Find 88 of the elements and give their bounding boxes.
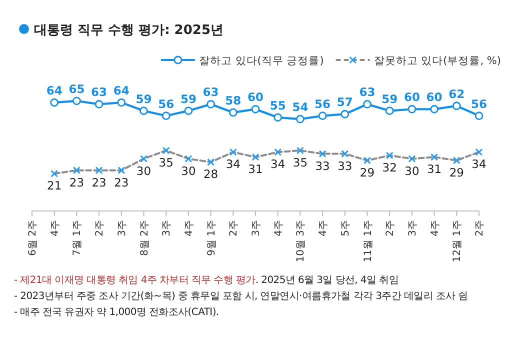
point — [385, 106, 394, 116]
data-label: 31 — [248, 162, 263, 176]
data-label: 23 — [92, 175, 106, 190]
x-tick-label: 6월 2주 — [28, 220, 38, 256]
text: - 매주 전국 유권자 약 1,000명 전화조사(CATI). — [14, 307, 219, 318]
x-tick-label: 2주 — [228, 220, 240, 236]
data-label: 56 — [470, 96, 488, 111]
point — [228, 108, 238, 117]
x-tick-label: 3주 — [162, 220, 173, 236]
chart-title: 대통령 직무 수행 평가: 2025년 — [34, 23, 224, 38]
data-label: 55 — [270, 98, 286, 112]
legend-label: 잘못하고 있다(부정률, %) — [374, 55, 501, 67]
point — [296, 114, 304, 124]
x-tick-label: 7월 1주 — [72, 220, 84, 256]
data-label: 28 — [203, 167, 218, 182]
data-label: 60 — [426, 90, 442, 104]
x-tick-label: 4주 — [273, 220, 284, 236]
data-label: 31 — [426, 162, 442, 176]
x-tick-label: 4주 — [318, 220, 330, 236]
data-label: 33 — [315, 158, 330, 173]
x-tick-label: 3주 — [251, 220, 262, 236]
x-tick-label: 3주 — [407, 220, 418, 236]
data-label: 63 — [91, 85, 108, 100]
legend-label: 잘하고 있다(직무 긍정률) — [198, 55, 324, 67]
point — [162, 112, 170, 120]
point — [430, 104, 438, 114]
data-label: 34 — [226, 157, 240, 172]
point — [474, 112, 484, 120]
data-label: 21 — [47, 178, 62, 193]
point — [94, 100, 104, 108]
x-tick-label: 2주 — [385, 220, 396, 236]
text: - 제21대 이재명 대통령 취임 4주 차부터 직무 수행 평가 — [14, 275, 256, 286]
point — [452, 102, 461, 110]
data-label: 56 — [314, 96, 331, 111]
point — [184, 106, 193, 116]
data-label: 34 — [270, 157, 286, 172]
data-label: 64 — [113, 84, 130, 98]
x-tick-label: 4주 — [430, 220, 441, 236]
x-tick-label: 8월 2주 — [139, 220, 150, 256]
point — [408, 104, 416, 114]
data-label: 23 — [69, 175, 84, 190]
point — [363, 100, 372, 108]
data-label: 30 — [404, 164, 420, 178]
x-tick-label: 12월 1주 — [452, 220, 464, 262]
data-label: 29 — [360, 165, 375, 180]
x-tick-label: 10월 3주 — [296, 220, 307, 262]
point — [117, 98, 126, 107]
data-label: 60 — [247, 90, 264, 104]
data-label: 29 — [449, 165, 464, 180]
x-tick-label: 4주 — [184, 220, 195, 236]
point — [340, 110, 350, 118]
data-label: 62 — [448, 86, 465, 101]
point — [251, 104, 260, 114]
data-label: 35 — [158, 155, 174, 170]
data-label: 30 — [136, 164, 152, 178]
data-label: 63 — [202, 85, 219, 100]
data-label: 54 — [292, 100, 308, 114]
data-label: 30 — [181, 164, 196, 178]
x-tick-label: 3주 — [116, 220, 128, 236]
data-label: 59 — [382, 92, 398, 106]
x-tick-label: 11월 1주 — [362, 220, 374, 262]
data-label: 33 — [338, 158, 352, 173]
point — [50, 98, 59, 107]
x-tick-label: 2주 — [94, 220, 106, 236]
x-tick-label: 5주 — [340, 220, 352, 236]
data-label: 32 — [382, 160, 397, 174]
text: - 2023년부터 주중 조사 기간(화~목) 중 휴무일 포함 시, 연말연시·여름휴가철 각각 3주간 데일리 조사 쉼 — [14, 291, 468, 302]
data-label: 65 — [68, 82, 85, 96]
data-label: 64 — [46, 84, 62, 98]
data-label: 59 — [180, 92, 196, 106]
point — [274, 113, 282, 122]
point — [140, 106, 148, 116]
x-tick-label: 4주 — [50, 220, 61, 236]
data-label: 63 — [359, 85, 376, 100]
point — [318, 112, 327, 120]
data-label: 34 — [472, 157, 486, 172]
data-label: 60 — [404, 90, 420, 104]
data-label: 57 — [336, 95, 353, 110]
point — [206, 100, 215, 108]
point — [72, 96, 81, 106]
text: . 2025년 6월 3일 당선, 4일 취임 — [255, 275, 398, 286]
x-tick-label: 2주 — [474, 220, 486, 236]
data-label: 56 — [158, 96, 174, 111]
data-label: 35 — [292, 155, 308, 170]
data-label: 59 — [136, 92, 152, 106]
x-tick-label: 9월 1주 — [206, 220, 218, 256]
data-label: 58 — [225, 93, 242, 108]
data-label: 23 — [114, 175, 129, 190]
